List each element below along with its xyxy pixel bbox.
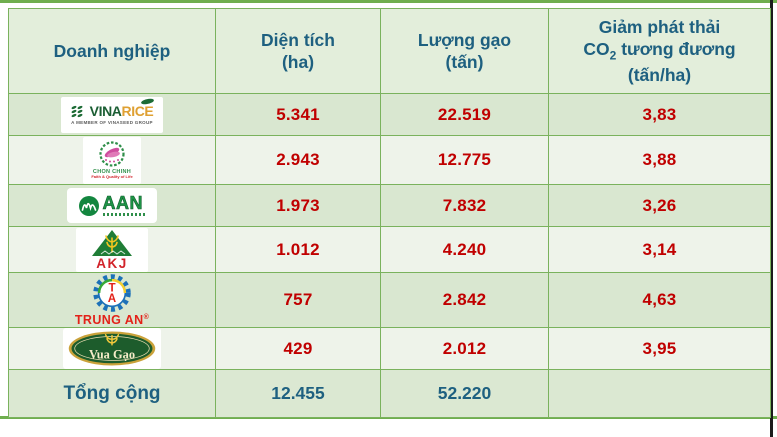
header-rice: Lượng gạo (tấn) [380, 8, 549, 94]
cell-rice-akj: 4.240 [380, 226, 549, 273]
vinarice-wordmark-rice: RICE [121, 98, 155, 119]
trungan-monogram-a: A [108, 292, 117, 305]
table-header-row: Doanh nghiệp Diện tích (ha) Lượng gạo (t… [8, 8, 771, 94]
cell-area-aan: 1.973 [215, 184, 381, 227]
cell-area-vinarice: 5.341 [215, 93, 381, 136]
total-rice: 52.220 [380, 369, 549, 418]
table-row-chonchinh: CHON CHINH Faith & Quality of Life 2.943… [8, 135, 771, 185]
chonchinh-wreath-icon [99, 141, 125, 167]
cell-logo-chonchinh: CHON CHINH Faith & Quality of Life [8, 135, 216, 185]
vinarice-wordmark: VINARICE [89, 98, 155, 119]
cell-rice-vinarice: 22.519 [380, 93, 549, 136]
vuagao-logo: Vua Gạo [63, 328, 161, 369]
cell-rice-chonchinh: 12.775 [380, 135, 549, 185]
cell-co2-vuagao: 3,95 [548, 327, 771, 370]
cell-logo-vuagao: Vua Gạo [8, 327, 216, 370]
aan-tagline [102, 213, 147, 216]
chonchinh-wordmark: CHON CHINH [92, 168, 132, 175]
cell-logo-aan: AAN [8, 184, 216, 227]
co2-text: CO [583, 39, 610, 60]
vinarice-tagline: A MEMBER OF VINASEED GROUP [71, 120, 153, 125]
cell-co2-vinarice: 3,83 [548, 93, 771, 136]
trungan-monogram-t: T [108, 282, 115, 295]
table-row-trungan: T A TRUNG AN® 757 2.842 4,63 [8, 272, 771, 328]
cell-logo-vinarice: VINARICE A MEMBER OF VINASEED GROUP [8, 93, 216, 136]
chonchinh-tagline: Faith & Quality of Life [91, 173, 133, 179]
header-co2-line1: Giảm phát thải [598, 16, 721, 37]
co2-subscript: 2 [609, 48, 617, 63]
akj-triangle-icon [92, 229, 132, 256]
cell-area-trungan: 757 [215, 272, 381, 328]
total-label: Tổng cộng [8, 369, 216, 418]
right-edge-line [770, 0, 773, 437]
aan-grain-circle-icon [78, 195, 99, 216]
top-horizontal-rule [0, 0, 777, 3]
cell-logo-trungan: T A TRUNG AN® [8, 272, 216, 328]
trungan-gear-icon: T A [93, 274, 131, 312]
registered-mark-icon: ® [143, 314, 150, 322]
vuagao-oval-icon: Vua Gạo [68, 331, 156, 366]
akj-wordmark: AKJ [96, 255, 128, 271]
vinarice-rice-text: RICE [121, 103, 154, 119]
header-co2: Giảm phát thải CO2 tương đương (tấn/ha) [548, 8, 771, 94]
cell-co2-chonchinh: 3,88 [548, 135, 771, 185]
cell-area-chonchinh: 2.943 [215, 135, 381, 185]
akj-logo: AKJ [76, 227, 148, 272]
vinarice-logo: VINARICE A MEMBER OF VINASEED GROUP [61, 96, 163, 133]
cell-rice-trungan: 2.842 [380, 272, 549, 328]
aan-logo: AAN [67, 188, 157, 223]
emissions-table: Doanh nghiệp Diện tích (ha) Lượng gạo (t… [8, 8, 771, 418]
cell-rice-vuagao: 2.012 [380, 327, 549, 370]
table-row-vuagao: Vua Gạo 429 2.012 3,95 [8, 327, 771, 370]
header-co2-line3: (tấn/ha) [627, 64, 692, 85]
vinarice-grain-icon [71, 105, 83, 117]
aan-wordmark: AAN [102, 193, 143, 214]
cell-co2-akj: 3,14 [548, 226, 771, 273]
header-rice-line1: Lượng gạo [417, 29, 512, 50]
table-total-row: Tổng cộng 12.455 52.220 [8, 369, 771, 418]
co2-equivalent-text: tương đương [616, 39, 736, 60]
cell-area-vuagao: 429 [215, 327, 381, 370]
table-row-akj: AKJ 1.012 4.240 3,14 [8, 226, 771, 273]
trungan-name-text: TRUNG AN [74, 313, 144, 328]
table-row-vinarice: VINARICE A MEMBER OF VINASEED GROUP 5.34… [8, 93, 771, 136]
table-row-aan: AAN 1.973 7.832 3,26 [8, 184, 771, 227]
header-company: Doanh nghiệp [8, 8, 216, 94]
chonchinh-logo: CHON CHINH Faith & Quality of Life [83, 136, 141, 184]
cell-co2-trungan: 4,63 [548, 272, 771, 328]
cell-co2-aan: 3,26 [548, 184, 771, 227]
vuagao-wordmark: Vua Gạo [89, 348, 135, 362]
total-area: 12.455 [215, 369, 381, 418]
header-rice-line2: (tấn) [445, 52, 484, 72]
header-area-line1: Diện tích [261, 29, 335, 50]
header-co2-line2: CO2 tương đương [550, 38, 770, 64]
header-area: Diện tích (ha) [215, 8, 381, 94]
trungan-wordmark: TRUNG AN® [74, 313, 150, 328]
total-co2-empty [548, 369, 771, 418]
cell-logo-akj: AKJ [8, 226, 216, 273]
cell-rice-aan: 7.832 [380, 184, 549, 227]
header-area-line2: (ha) [281, 52, 315, 72]
trungan-logo: T A TRUNG AN® [10, 274, 215, 328]
cell-area-akj: 1.012 [215, 226, 381, 273]
vinarice-wordmark-vina: VINA [89, 103, 122, 119]
